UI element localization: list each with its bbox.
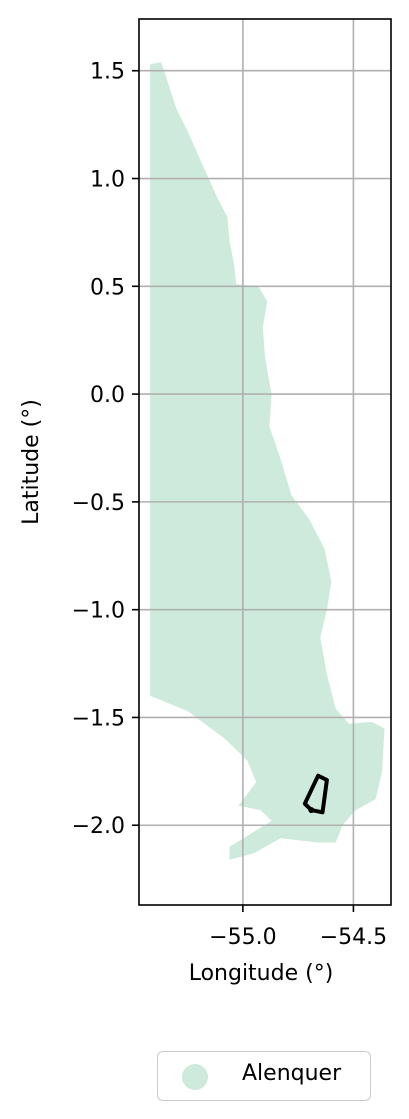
- y-axis-title: Latitude (°): [19, 399, 44, 525]
- x-tick-label-1: −54.5: [320, 925, 387, 950]
- legend-marker-alenquer: [182, 1064, 208, 1090]
- legend-label-alenquer: Alenquer: [242, 1061, 342, 1086]
- y-tick-label-0: 1.5: [90, 60, 125, 85]
- plot-area: −55.0 −54.5 1.5 1.0 0.5 0.0 −0.5 −1.0 −1.5 −2.0 Lo…: [19, 18, 392, 986]
- y-tick-label-1: 1.0: [90, 168, 125, 193]
- y-tick-label-5: −1.0: [72, 599, 125, 624]
- overlay-vertex: [308, 807, 315, 814]
- y-tick-label-6: −1.5: [72, 706, 125, 731]
- y-tick-label-4: −0.5: [72, 491, 125, 516]
- y-tick-label-3: 0.0: [90, 383, 125, 408]
- axes-frame: [138, 18, 392, 906]
- map-figure: −55.0 −54.5 1.5 1.0 0.5 0.0 −0.5 −1.0 −1.5 −2.0 Lo…: [19, 18, 392, 986]
- overlay-polygon: [302, 773, 329, 815]
- x-tick-label-0: −55.0: [209, 925, 276, 950]
- legend: Alenquer: [157, 1051, 371, 1101]
- region-alenquer: [150, 62, 385, 860]
- x-axis-title: Longitude (°): [189, 961, 334, 986]
- y-tick-label-7: −2.0: [72, 814, 125, 839]
- y-tick-label-2: 0.5: [90, 275, 125, 300]
